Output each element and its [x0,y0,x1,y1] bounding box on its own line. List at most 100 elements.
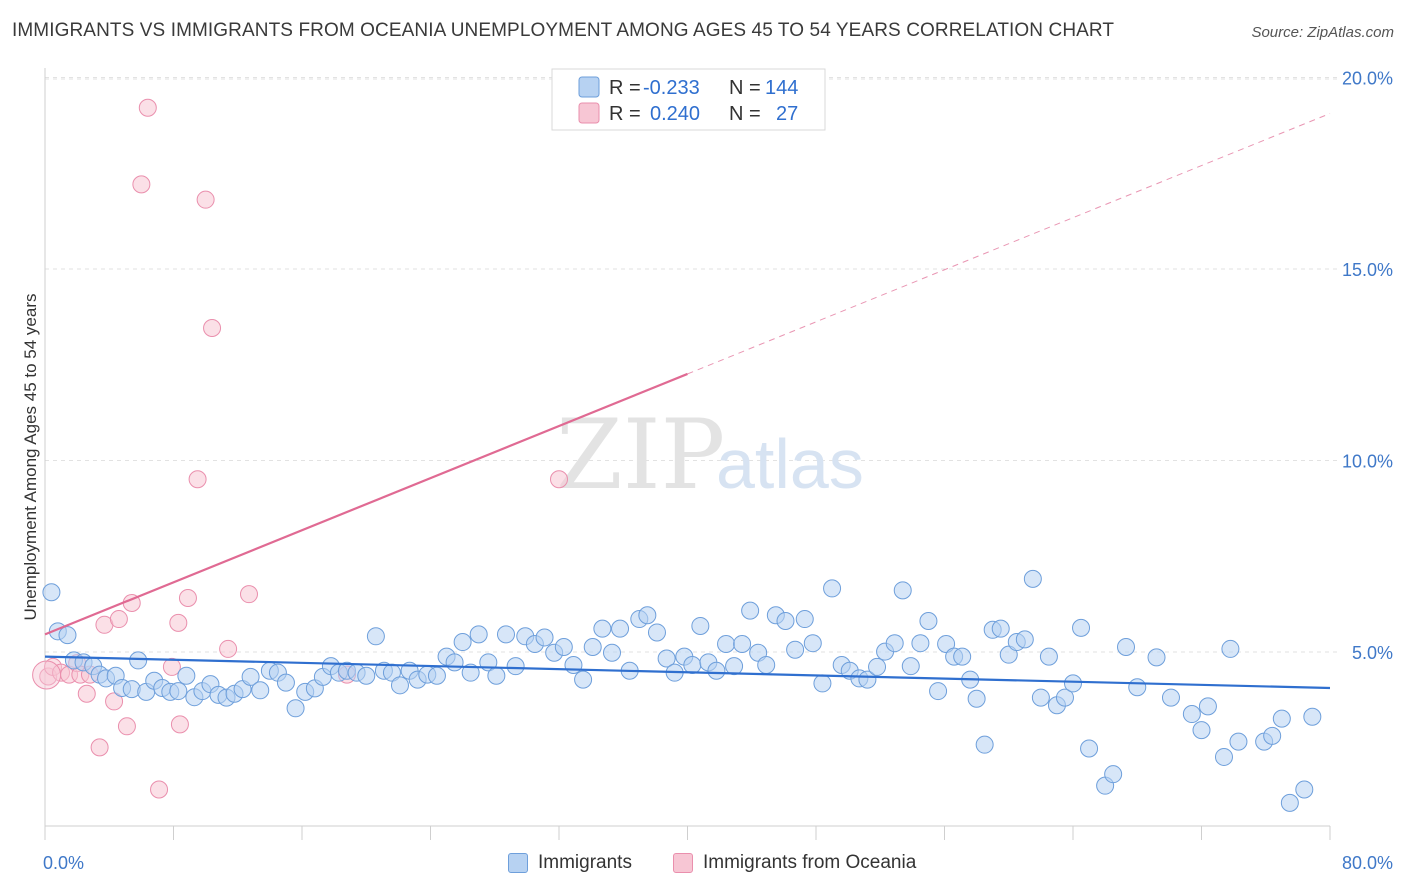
immigrants-point [1214,747,1233,766]
immigrants-point [1023,569,1042,588]
immigrants-point [177,666,196,685]
immigrants-point [707,661,726,680]
immigrants-point [999,645,1018,664]
oceania-point [117,717,136,736]
immigrants-point [461,663,480,682]
oceania-points [32,98,568,799]
x-tick-label: 80.0% [1342,853,1393,873]
oceania-point [105,692,124,711]
immigrants-point [885,634,904,653]
immigrants-point [1128,678,1147,697]
immigrants-point [554,638,573,657]
legend-n-label: N = [729,103,761,125]
y-tick-labels: 5.0% 10.0% 15.0% 20.0% [1342,69,1393,664]
oceania-point [162,657,181,676]
oceania-point [178,588,197,607]
immigrants-point [1272,709,1291,728]
immigrants-point [919,611,938,630]
immigrants-point [251,681,270,700]
legend-swatch-immigrants [578,76,600,98]
bottom-legend-label: Immigrants from Oceania [703,852,917,873]
immigrants-point [1280,793,1299,812]
immigrants-point [487,666,506,685]
oceania-point [32,660,62,690]
immigrants-point [803,634,822,653]
immigrants-point [717,634,736,653]
immigrants-point [991,619,1010,638]
oceania-point [170,715,189,734]
immigrants-point [496,625,515,644]
immigrants-point [929,682,948,701]
immigrants-point [603,643,622,662]
immigrants-point [1055,688,1074,707]
immigrants-point [868,657,887,676]
watermark-atlas: atlas [716,425,864,503]
immigrants-point [776,611,795,630]
immigrants-point [564,656,583,675]
immigrants-point [1303,707,1322,726]
x-tick-labels: 0.0% 80.0% [43,853,1393,873]
immigrants-point [1064,674,1082,693]
bottom-legend-label: Immigrants [538,852,632,873]
oceania-point [77,684,96,703]
immigrants-point [469,625,488,644]
trendlines [44,113,1331,690]
immigrants-point [1182,705,1201,724]
immigrants-point [911,634,930,653]
legend-r-label: R = [609,103,641,125]
oceania-trendline-extension [687,113,1331,375]
immigrants-point [1147,648,1166,667]
immigrants-point [937,634,956,653]
immigrants-swatch [508,853,528,873]
immigrants-point [241,667,260,686]
immigrants-point [1161,688,1180,707]
immigrants-point [1039,647,1058,666]
immigrants-point [733,634,752,653]
oceania-point [188,470,207,489]
immigrants-point [42,583,61,602]
immigrants-point [611,619,630,638]
immigrants-point [657,649,676,668]
oceania-point [90,738,109,757]
immigrants-point [786,640,805,659]
oceania-point [132,175,151,194]
immigrants-point [583,638,602,657]
oceania-point [239,585,258,604]
immigrants-point [574,670,593,689]
immigrants-point [901,657,920,676]
immigrants-point [276,673,295,692]
immigrants-point [1263,726,1282,745]
chart-title: IMMIGRANTS VS IMMIGRANTS FROM OCEANIA UN… [12,20,1115,41]
immigrants-point [129,651,148,670]
y-tick-label: 20.0% [1342,69,1393,89]
immigrants-point [1198,697,1217,716]
immigrants-point [813,674,832,693]
legend-swatch-oceania [578,102,600,124]
immigrants-point [427,666,446,685]
immigrants-point [858,670,877,689]
oceania-point [196,190,215,209]
oceania-point [138,98,157,117]
y-tick-label: 5.0% [1352,643,1393,663]
immigrants-point [1104,765,1123,784]
bottom-legend-oceania: Immigrants from Oceania [673,852,916,874]
axes [44,68,1331,840]
immigrants-point [58,626,77,645]
immigrants-point [795,610,814,629]
oceania-point [219,639,238,658]
immigrants-point [445,653,464,672]
oceania-point [550,470,568,489]
immigrants-point [286,699,305,718]
bottom-legend-immigrants: Immigrants [508,852,632,874]
immigrants-point [1192,721,1211,740]
oceania-swatch [673,853,693,873]
immigrants-point [535,628,554,647]
gridlines [45,77,1340,653]
source-label: Source: ZipAtlas.com [1251,24,1394,41]
immigrants-point [647,623,666,642]
immigrants-point [593,619,612,638]
immigrants-point [453,633,472,652]
legend: R = -0.233 N = 144 R = 0.240 N = 27 [551,68,826,131]
immigrants-point [953,647,972,666]
immigrants-point [1221,639,1240,658]
